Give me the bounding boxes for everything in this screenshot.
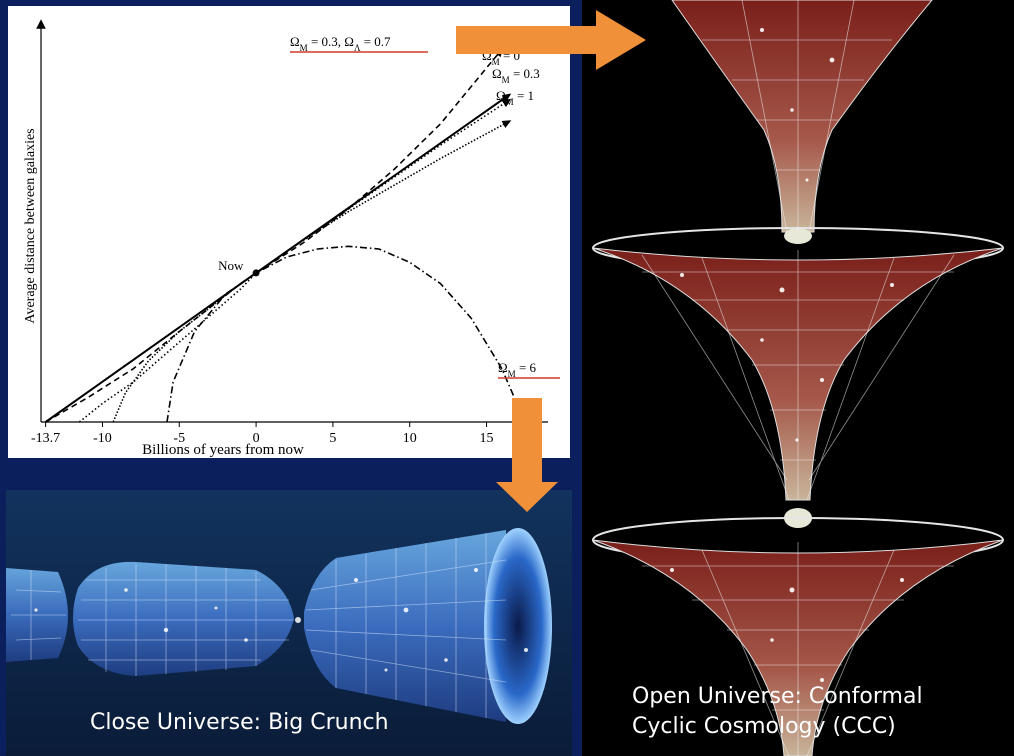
y-axis-label: Average distance between galaxies bbox=[23, 128, 38, 323]
ccc-illustration bbox=[582, 0, 1014, 756]
arrow-right bbox=[456, 10, 646, 70]
caption-ccc-line1: Open Universe: Conformal bbox=[632, 684, 923, 709]
x-tick-label: -10 bbox=[93, 431, 112, 446]
x-tick-label: -13.7 bbox=[31, 431, 60, 446]
big-crunch-illustration bbox=[6, 490, 572, 756]
cylinder-universe-graphic bbox=[6, 528, 552, 724]
x-tick-label: 0 bbox=[253, 431, 260, 446]
expansion-chart-panel: Now -13.7 -10 -5 0 5 10 15 Billions of years f… bbox=[8, 6, 570, 458]
expansion-chart: Now -13.7 -10 -5 0 5 10 15 Billions of years f… bbox=[23, 19, 560, 458]
series-omega-1-label: ΩM = 1 bbox=[496, 88, 534, 107]
x-tick-label: 15 bbox=[480, 431, 494, 446]
x-tick-marks bbox=[45, 422, 488, 427]
series-omega-6 bbox=[166, 245, 522, 423]
series-omega-0-3 bbox=[78, 98, 512, 423]
x-tick-label: -5 bbox=[173, 431, 185, 446]
series-lambda bbox=[45, 47, 504, 423]
caption-ccc-line2: Cyclic Cosmology (CCC) bbox=[632, 714, 896, 739]
now-label: Now bbox=[218, 258, 244, 273]
series-lambda-label: ΩM = 0.3, ΩΛ = 0.7 bbox=[290, 34, 391, 53]
funnel-stack-graphic bbox=[592, 0, 1004, 756]
caption-big-crunch: Close Universe: Big Crunch bbox=[90, 710, 389, 735]
arrow-down bbox=[496, 398, 558, 512]
x-tick-label: 5 bbox=[329, 431, 336, 446]
caption-ccc: Open Universe: Conformal Cyclic Cosmolog… bbox=[632, 682, 923, 742]
series-labels: ΩM = 0.3, ΩΛ = 0.7ΩM = 0ΩM = 0.3ΩM = 1ΩM… bbox=[290, 34, 540, 379]
x-tick-labels: -13.7 -10 -5 0 5 10 15 bbox=[31, 431, 494, 446]
series-omega-1 bbox=[112, 120, 512, 423]
x-tick-label: 10 bbox=[403, 431, 417, 446]
x-axis-label: Billions of years from now bbox=[142, 442, 304, 458]
now-point bbox=[252, 269, 260, 277]
series-omega-6-label: ΩM = 6 bbox=[498, 360, 537, 379]
series-omega-0-3-label: ΩM = 0.3 bbox=[492, 66, 540, 85]
